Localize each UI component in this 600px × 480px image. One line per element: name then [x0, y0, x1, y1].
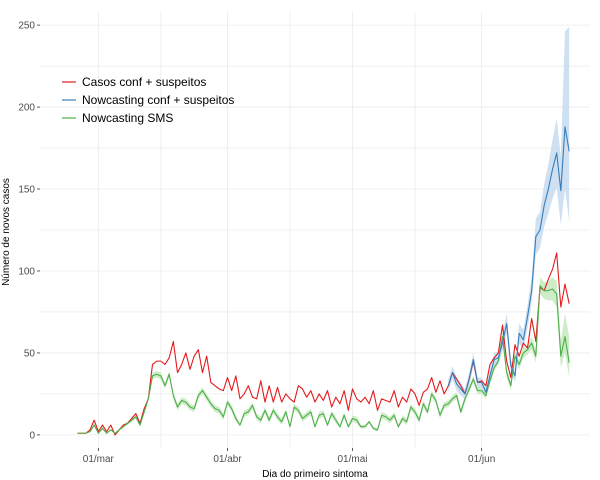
- x-tick-label: 01/mar: [83, 454, 115, 465]
- x-tick-label: 01/abr: [213, 454, 242, 465]
- x-tick-label: 01/jun: [468, 454, 495, 465]
- y-tick-label: 200: [18, 103, 35, 114]
- y-axis-title: Número de novos casos: [1, 178, 12, 286]
- series-line-nowcasting-conf: [447, 126, 570, 395]
- legend-label-nowcasting-conf: Nowcasting conf + suspeitos: [82, 93, 234, 107]
- y-tick-label: 50: [24, 348, 36, 359]
- confidence-band-nowcasting-sms: [77, 277, 570, 434]
- x-axis-title: Dia do primeiro sintoma: [262, 469, 368, 480]
- legend: Casos conf + suspeitos Nowcasting conf +…: [62, 75, 234, 125]
- confidence-bands: [77, 26, 570, 434]
- y-tick-label: 100: [18, 266, 35, 277]
- confidence-band-nowcasting-conf: [448, 26, 570, 399]
- legend-label-nowcasting-sms: Nowcasting SMS: [82, 111, 173, 125]
- x-tick-label: 01/mai: [337, 454, 367, 465]
- legend-label-casos: Casos conf + suspeitos: [82, 75, 206, 89]
- series-line-casos: [77, 252, 570, 436]
- y-tick-label: 150: [18, 185, 35, 196]
- series-line-nowcasting-sms: [77, 285, 570, 434]
- y-tick-label: 0: [29, 430, 35, 441]
- series-lines: [77, 126, 570, 436]
- axes: 0 50 100 150 200 250 01/mar 01/abr 01/mai 01/jun: [18, 21, 495, 465]
- grid: [40, 12, 590, 448]
- y-tick-label: 250: [18, 21, 35, 32]
